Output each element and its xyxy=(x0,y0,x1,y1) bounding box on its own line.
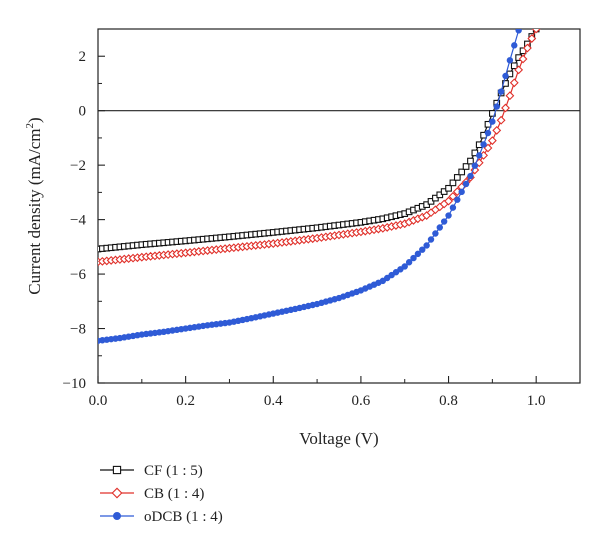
y-tick-label: −10 xyxy=(63,376,86,392)
data-point xyxy=(518,54,528,64)
data-point xyxy=(514,65,524,75)
data-point xyxy=(458,168,466,176)
data-point xyxy=(397,266,404,273)
series-line xyxy=(98,29,537,250)
plot-frame xyxy=(97,28,581,384)
data-point xyxy=(445,212,452,219)
legend-item: CB (1 : 4) xyxy=(100,486,204,502)
data-point xyxy=(510,62,518,70)
x-tick-label: 0.2 xyxy=(176,393,195,409)
data-point xyxy=(113,512,122,521)
legend-label: oDCB (1 : 4) xyxy=(144,509,223,525)
data-point xyxy=(454,196,461,203)
data-point xyxy=(492,126,502,135)
legend-label: CF (1 : 5) xyxy=(144,463,203,479)
data-point xyxy=(427,236,435,243)
series-group xyxy=(98,29,540,253)
data-point xyxy=(480,141,487,148)
data-point xyxy=(111,487,123,499)
data-point xyxy=(471,162,479,169)
x-tick-label: 0.6 xyxy=(352,393,371,409)
data-point xyxy=(444,196,453,206)
data-point xyxy=(511,42,518,49)
data-point xyxy=(515,29,522,34)
series-layer xyxy=(98,29,541,344)
y-tick-label: −8 xyxy=(70,322,86,338)
x-axis-title: Voltage (V) xyxy=(299,429,378,448)
x-tick-label: 0.0 xyxy=(89,393,108,409)
y-tick-label: −6 xyxy=(70,267,86,283)
legend-label: CB (1 : 4) xyxy=(144,486,204,502)
x-tick-label: 0.8 xyxy=(439,393,458,409)
data-point xyxy=(414,250,422,258)
data-point xyxy=(445,184,452,192)
data-point xyxy=(440,218,448,225)
data-point xyxy=(458,188,465,196)
data-point xyxy=(509,78,519,88)
x-tick-label: 0.4 xyxy=(264,393,283,409)
data-point xyxy=(484,129,492,137)
data-point xyxy=(476,152,483,159)
data-point xyxy=(501,103,510,113)
series-group xyxy=(98,29,522,344)
data-point xyxy=(405,259,413,266)
legend-item: CF (1 : 5) xyxy=(100,463,203,479)
data-point xyxy=(432,230,439,237)
data-point xyxy=(112,465,122,475)
data-point xyxy=(467,157,474,165)
y-tick-label: −2 xyxy=(70,158,86,174)
data-point xyxy=(496,115,506,125)
data-point xyxy=(487,136,497,146)
axis-ticks: 0.0 0.2 0.4 0.6 0.8 1.0 −10 −8 −6 −4 −2 0 2 xyxy=(63,49,546,409)
data-point xyxy=(502,80,509,87)
data-point xyxy=(449,204,457,211)
y-tick-label: 2 xyxy=(79,49,87,65)
y-axis-title: Current density (mA/cm2) xyxy=(24,117,44,294)
data-point xyxy=(493,103,500,110)
data-point xyxy=(527,34,537,43)
data-point xyxy=(388,271,395,279)
data-point xyxy=(489,118,496,125)
data-point xyxy=(401,263,408,270)
data-point xyxy=(410,254,417,262)
data-point xyxy=(531,29,541,34)
data-point xyxy=(436,224,443,231)
data-point xyxy=(419,246,426,253)
data-point xyxy=(453,174,461,181)
series-group xyxy=(98,29,541,267)
y-tick-label: −4 xyxy=(70,213,86,229)
x-tick-label: 1.0 xyxy=(527,393,546,409)
data-point xyxy=(462,163,470,170)
data-point xyxy=(505,91,515,101)
data-point xyxy=(467,172,474,180)
data-point xyxy=(379,277,387,285)
data-point xyxy=(449,179,457,187)
data-point xyxy=(392,269,400,276)
y-tick-label: 0 xyxy=(79,104,87,120)
data-point xyxy=(423,242,430,249)
data-point xyxy=(462,180,470,188)
legend: CF (1 : 5) CB (1 : 4) oDCB (1 : 4) xyxy=(100,463,223,525)
data-point xyxy=(497,88,505,95)
legend-item: oDCB (1 : 4) xyxy=(100,509,223,525)
data-point xyxy=(506,57,514,64)
data-point xyxy=(523,43,532,53)
data-point xyxy=(502,72,509,80)
data-point xyxy=(384,274,391,282)
